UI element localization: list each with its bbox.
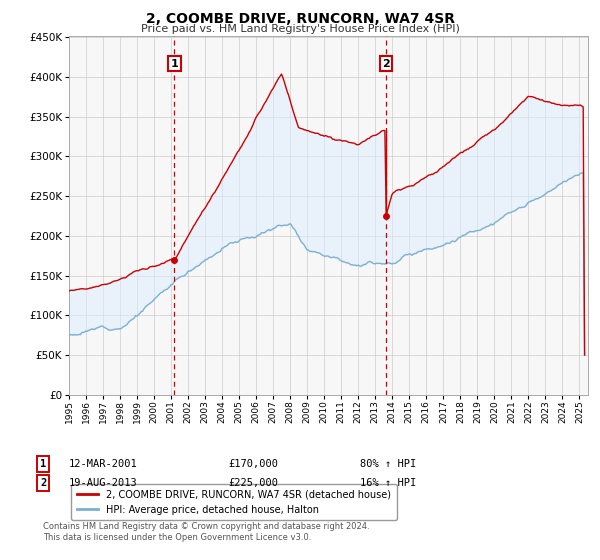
Text: This data is licensed under the Open Government Licence v3.0.: This data is licensed under the Open Gov…	[43, 533, 311, 542]
Text: £225,000: £225,000	[228, 478, 278, 488]
Text: 1: 1	[40, 459, 46, 469]
Text: 16% ↑ HPI: 16% ↑ HPI	[360, 478, 416, 488]
Text: 80% ↑ HPI: 80% ↑ HPI	[360, 459, 416, 469]
Text: 2: 2	[382, 59, 390, 69]
Text: £170,000: £170,000	[228, 459, 278, 469]
Text: 19-AUG-2013: 19-AUG-2013	[69, 478, 138, 488]
Text: Price paid vs. HM Land Registry's House Price Index (HPI): Price paid vs. HM Land Registry's House …	[140, 24, 460, 34]
Text: Contains HM Land Registry data © Crown copyright and database right 2024.: Contains HM Land Registry data © Crown c…	[43, 522, 370, 531]
Text: 2: 2	[40, 478, 46, 488]
Text: 12-MAR-2001: 12-MAR-2001	[69, 459, 138, 469]
Text: 1: 1	[170, 59, 178, 69]
Text: 2, COOMBE DRIVE, RUNCORN, WA7 4SR: 2, COOMBE DRIVE, RUNCORN, WA7 4SR	[146, 12, 455, 26]
Legend: 2, COOMBE DRIVE, RUNCORN, WA7 4SR (detached house), HPI: Average price, detached: 2, COOMBE DRIVE, RUNCORN, WA7 4SR (detac…	[71, 484, 397, 520]
